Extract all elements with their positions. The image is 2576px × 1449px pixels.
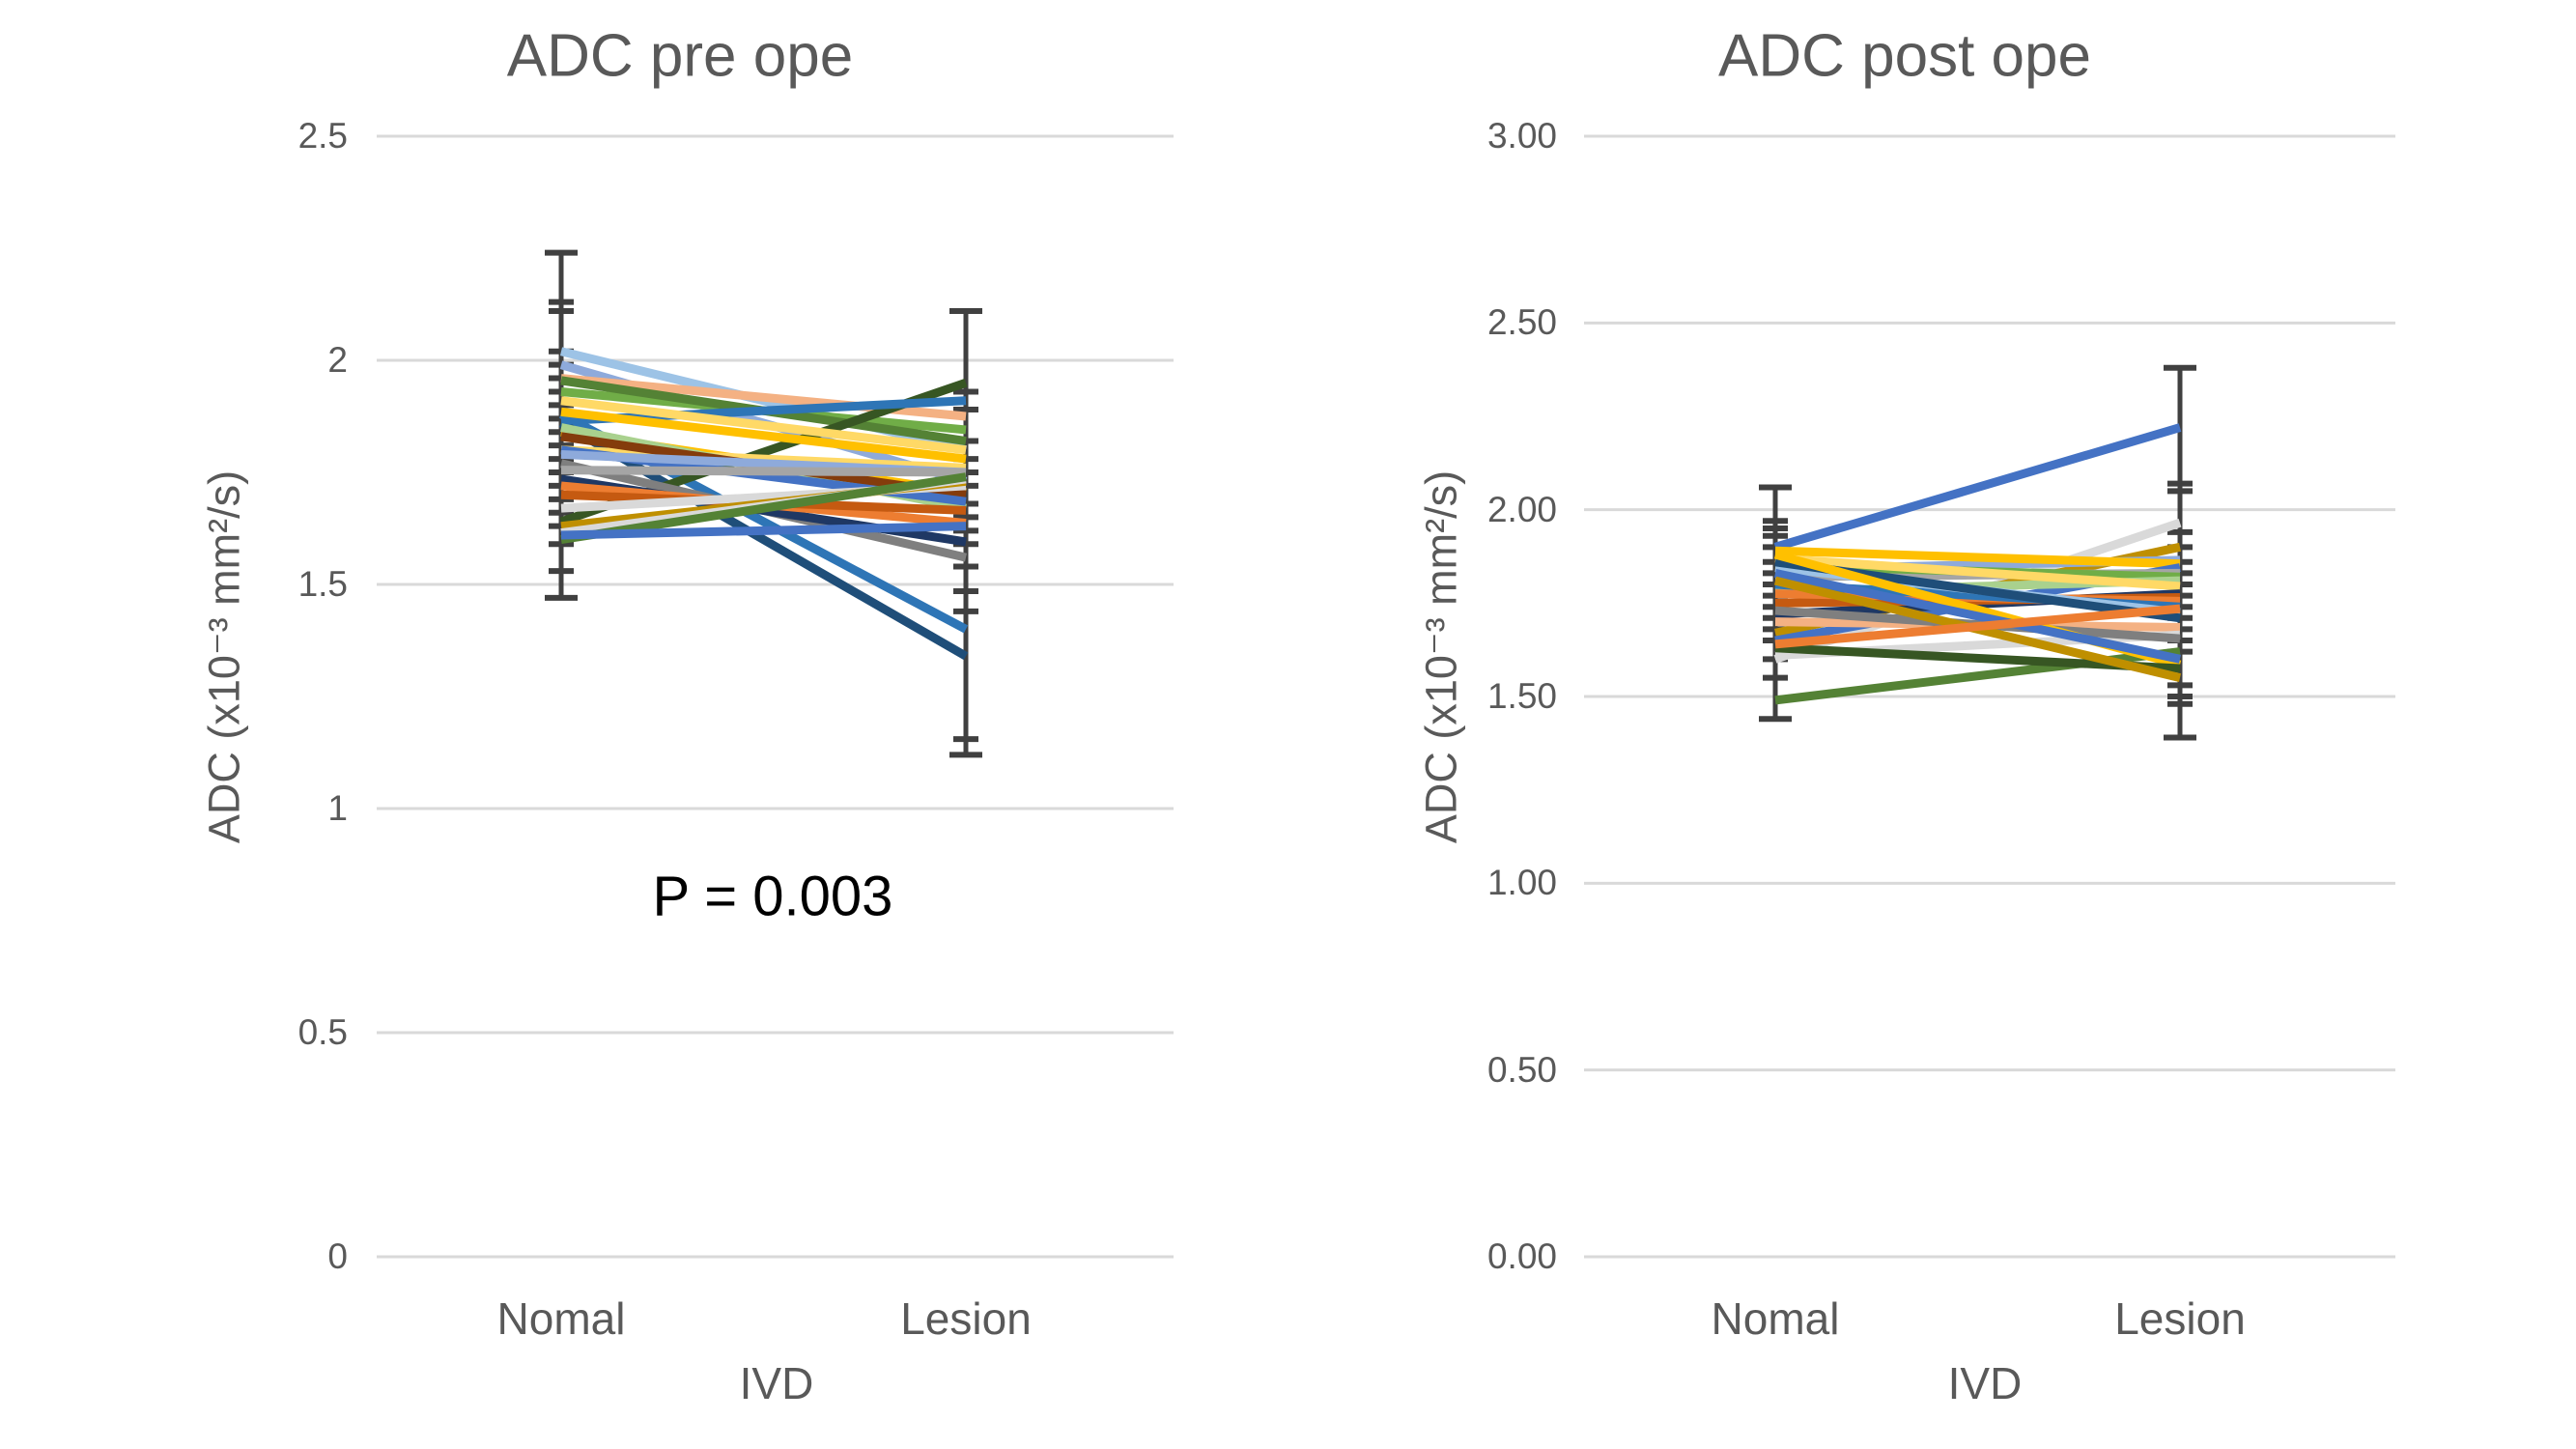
- series-line: [1774, 546, 2181, 569]
- series-line: [1774, 554, 2181, 591]
- plot-area: [1584, 134, 2395, 1259]
- series-line: [560, 445, 967, 472]
- y-tick-label: 2.50: [1486, 302, 1557, 343]
- series-line: [1774, 568, 2181, 664]
- y-tick-label: 2.00: [1486, 489, 1557, 529]
- y-tick-label: 2.5: [297, 116, 348, 156]
- y-tick-label: 1.00: [1486, 863, 1557, 903]
- x-tick-label-lesion: Lesion: [900, 1293, 1032, 1344]
- plot-area: [377, 134, 1174, 1259]
- y-tick-label: 0.5: [297, 1012, 348, 1052]
- chart-adc-post-ope: ADC post ope ADC (x10⁻³ mm²/s) Nomal Les…: [1288, 0, 2575, 1449]
- series-line: [560, 396, 967, 455]
- chart-title: ADC post ope: [1718, 22, 2091, 90]
- y-tick-label: 0.50: [1486, 1049, 1557, 1090]
- series-line: [1773, 423, 2182, 552]
- x-tick-label-nomal: Nomal: [496, 1293, 626, 1344]
- series-line: [560, 522, 967, 540]
- p-value-annotation: P = 0.003: [652, 865, 893, 928]
- x-axis-title: IVD: [1947, 1358, 2023, 1408]
- x-tick-label-lesion: Lesion: [2114, 1293, 2246, 1344]
- series-line: [560, 472, 967, 545]
- y-tick-label: 1: [327, 788, 348, 828]
- chart-adc-pre-ope: ADC pre ope ADC (x10⁻³ mm²/s) Nomal Lesi…: [200, 22, 1174, 1408]
- y-tick-label: 3.00: [1486, 116, 1557, 156]
- chart-title: ADC pre ope: [506, 22, 854, 90]
- series-line: [560, 407, 967, 464]
- x-axis-title: IVD: [739, 1358, 814, 1408]
- series-line: [560, 466, 967, 477]
- y-tick-label: 0.00: [1486, 1236, 1557, 1276]
- y-tick-label: 1.50: [1486, 676, 1557, 716]
- x-tick-label-nomal: Nomal: [1711, 1293, 1840, 1344]
- y-tick-label: 0: [327, 1236, 348, 1276]
- y-tick-label: 2: [327, 340, 348, 380]
- series-line: [1774, 604, 2181, 649]
- y-tick-label: 1.5: [297, 564, 348, 604]
